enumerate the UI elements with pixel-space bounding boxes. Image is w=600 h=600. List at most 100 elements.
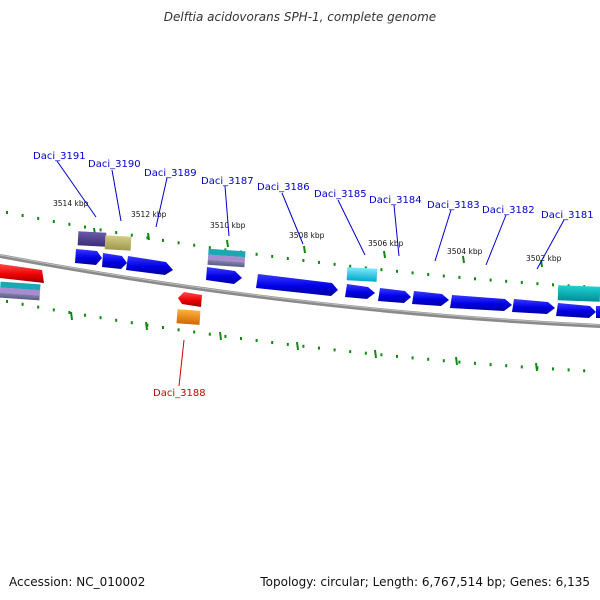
tick-mark [147,232,150,241]
tick-row-upper [6,211,586,289]
tick-dot [364,351,367,355]
tick-dot [162,238,164,242]
tick-dot [505,364,508,368]
tick-dot [349,350,352,354]
tick-mark [535,362,538,372]
tick-dot [177,328,180,332]
tick-dot [396,269,398,273]
gene-label[interactable]: Daci_3191 [33,151,86,162]
tick-dot [333,348,336,352]
chromosome-backbone [0,254,600,328]
tick-mark [70,311,73,321]
callout-line [281,192,304,245]
tick-dot [427,357,430,361]
tick-dot [536,282,539,286]
gene-label[interactable]: Daci_3187 [201,176,254,187]
gene-arrow-forward[interactable] [345,284,375,299]
tick-dot [489,363,492,367]
tick-dot [552,283,554,287]
tick-dot [84,225,86,229]
tick-dot [349,264,352,268]
tick-dot [52,308,55,312]
callout-line [111,169,122,222]
tick-dot [271,341,274,344]
feature-box-teal-left[interactable] [0,281,41,301]
feature-box-olive[interactable] [104,235,132,251]
tick-dot [162,326,164,329]
feature-box-purple[interactable] [77,231,107,247]
tick-dot [380,268,383,272]
callout-line-reverse [178,339,185,387]
gene-arrow-forward[interactable] [102,253,127,269]
tick-dot [115,231,118,235]
gene-arrow-reverse[interactable] [0,264,44,283]
tick-dot [37,305,40,309]
tick-dot [474,361,476,365]
chromosome-backbone-highlight [0,254,600,326]
gene-label[interactable]: Daci_3186 [257,182,310,193]
tick-dot [474,277,476,281]
tick-dot [380,353,383,357]
tick-dot [458,360,461,364]
tick-dot [177,241,180,245]
feature-box-cyan[interactable] [346,267,378,282]
gene-arrow-forward[interactable] [206,267,242,284]
gene-arrow-forward[interactable] [75,249,102,265]
gene-arrow-forward[interactable] [378,288,411,303]
feature-box-teal[interactable] [557,285,600,302]
tick-mark [374,349,377,359]
tick-dot [193,243,196,247]
tick-dot [583,369,586,373]
tick-mark [145,321,148,331]
tick-dot [505,279,508,283]
gene-arrow-reverse[interactable] [178,292,202,307]
tick-dot [130,321,133,325]
accession-text: Accession: NC_010002 [9,575,146,589]
tick-dot [255,339,258,342]
tick-dot [21,302,24,306]
gene-arrow-forward[interactable] [596,306,600,318]
callout-line [56,160,97,218]
gene-arrow-forward[interactable] [556,303,596,318]
gene-arrow-forward[interactable] [256,274,338,296]
forward-genes [75,249,600,318]
tick-dot [146,236,149,240]
gene-label[interactable]: Daci_3185 [314,189,367,200]
gene-label[interactable]: Daci_3182 [482,205,535,216]
tick-dot [224,248,227,252]
gene-label[interactable]: Daci_3184 [369,195,422,206]
gene-arrow-forward[interactable] [450,295,512,311]
gene-label[interactable]: Daci_3189 [144,168,197,179]
tick-mark [219,331,222,341]
tick-dot [364,266,367,270]
tick-dot [115,318,118,322]
tick-dot [99,228,102,232]
tick-dot [255,252,258,256]
tick-dot [130,233,133,237]
feature-box-striped[interactable] [207,248,246,268]
gene-label-reverse[interactable]: Daci_3188 [153,388,206,399]
reverse-genes [0,264,202,325]
callout-line [337,199,366,256]
tick-mark [303,245,306,254]
gene-label[interactable]: Daci_3181 [541,210,594,221]
gene-arrow-forward[interactable] [126,256,173,275]
gene-label[interactable]: Daci_3190 [88,159,141,170]
tick-dot [520,365,523,369]
tick-label: 3508 kbp [289,231,325,240]
tick-dot [302,344,305,348]
feature-box-orange[interactable] [176,309,201,325]
gene-label[interactable]: Daci_3183 [427,200,480,211]
tick-dot [318,346,320,350]
tick-dot [21,214,24,217]
tick-dot [6,300,8,303]
gene-arrow-forward[interactable] [412,291,449,306]
gene-arrow-forward[interactable] [512,299,555,314]
tick-mark [455,356,458,366]
tick-dot [411,356,414,360]
tick-dot [52,220,55,223]
callout-line [224,185,230,237]
tick-dot [240,337,242,340]
gene-labels: Daci_3191 Daci_3190 Daci_3189 Daci_3187 … [33,151,594,399]
